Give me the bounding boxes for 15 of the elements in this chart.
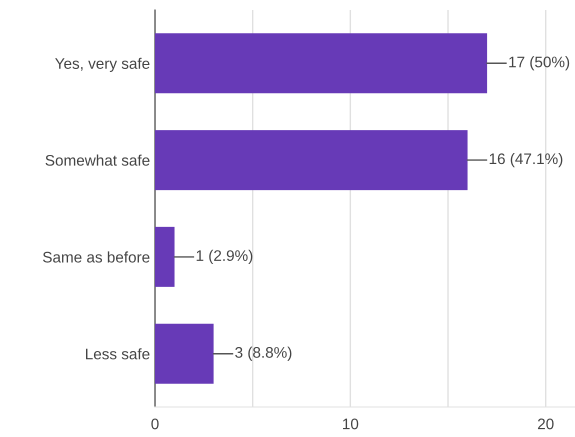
bar bbox=[155, 130, 468, 190]
y-tick-label: Less safe bbox=[86, 348, 150, 360]
y-tick-label: Yes, very safe bbox=[55, 58, 150, 72]
data-label: 1 (2.9%) bbox=[196, 250, 252, 264]
bar bbox=[155, 226, 175, 287]
y-tick-label: Somewhat safe bbox=[46, 154, 150, 166]
data-label: 16 (47.1%) bbox=[490, 152, 562, 168]
x-tick-label: 20 bbox=[538, 418, 554, 430]
y-tick-label: Same as before bbox=[42, 251, 150, 263]
x-tick-label: 0 bbox=[151, 418, 159, 430]
x-tick-label: 10 bbox=[343, 418, 358, 430]
bar bbox=[155, 324, 214, 384]
bar bbox=[155, 33, 488, 94]
data-label: 3 (8.8%) bbox=[235, 346, 292, 361]
data-label: 17 (50%) bbox=[509, 56, 570, 70]
